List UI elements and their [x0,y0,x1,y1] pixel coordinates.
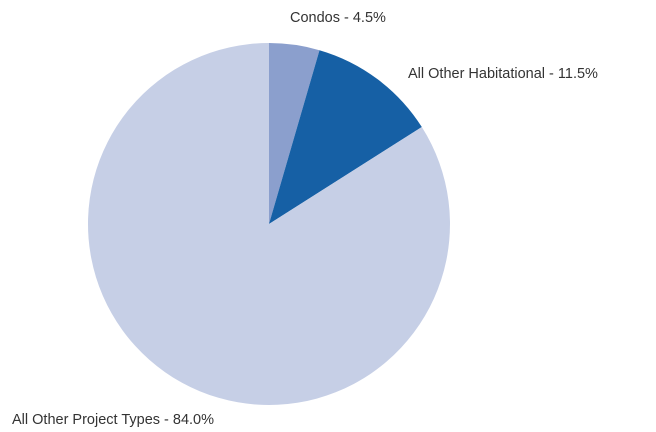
slice-label-all-other-habitational: All Other Habitational - 11.5% [408,66,598,82]
pie-slice-condos [269,43,320,224]
slice-label-all-other-project-types: All Other Project Types - 84.0% [12,412,214,428]
pie-slice-all-other-project-types [87,42,450,406]
pie-labels: Condos - 4.5% All Other Habitational - 1… [12,10,598,428]
slice-label-condos: Condos - 4.5% [290,10,386,26]
pie-slices [87,42,450,406]
pie-slice-all-other-habitational [269,50,422,224]
